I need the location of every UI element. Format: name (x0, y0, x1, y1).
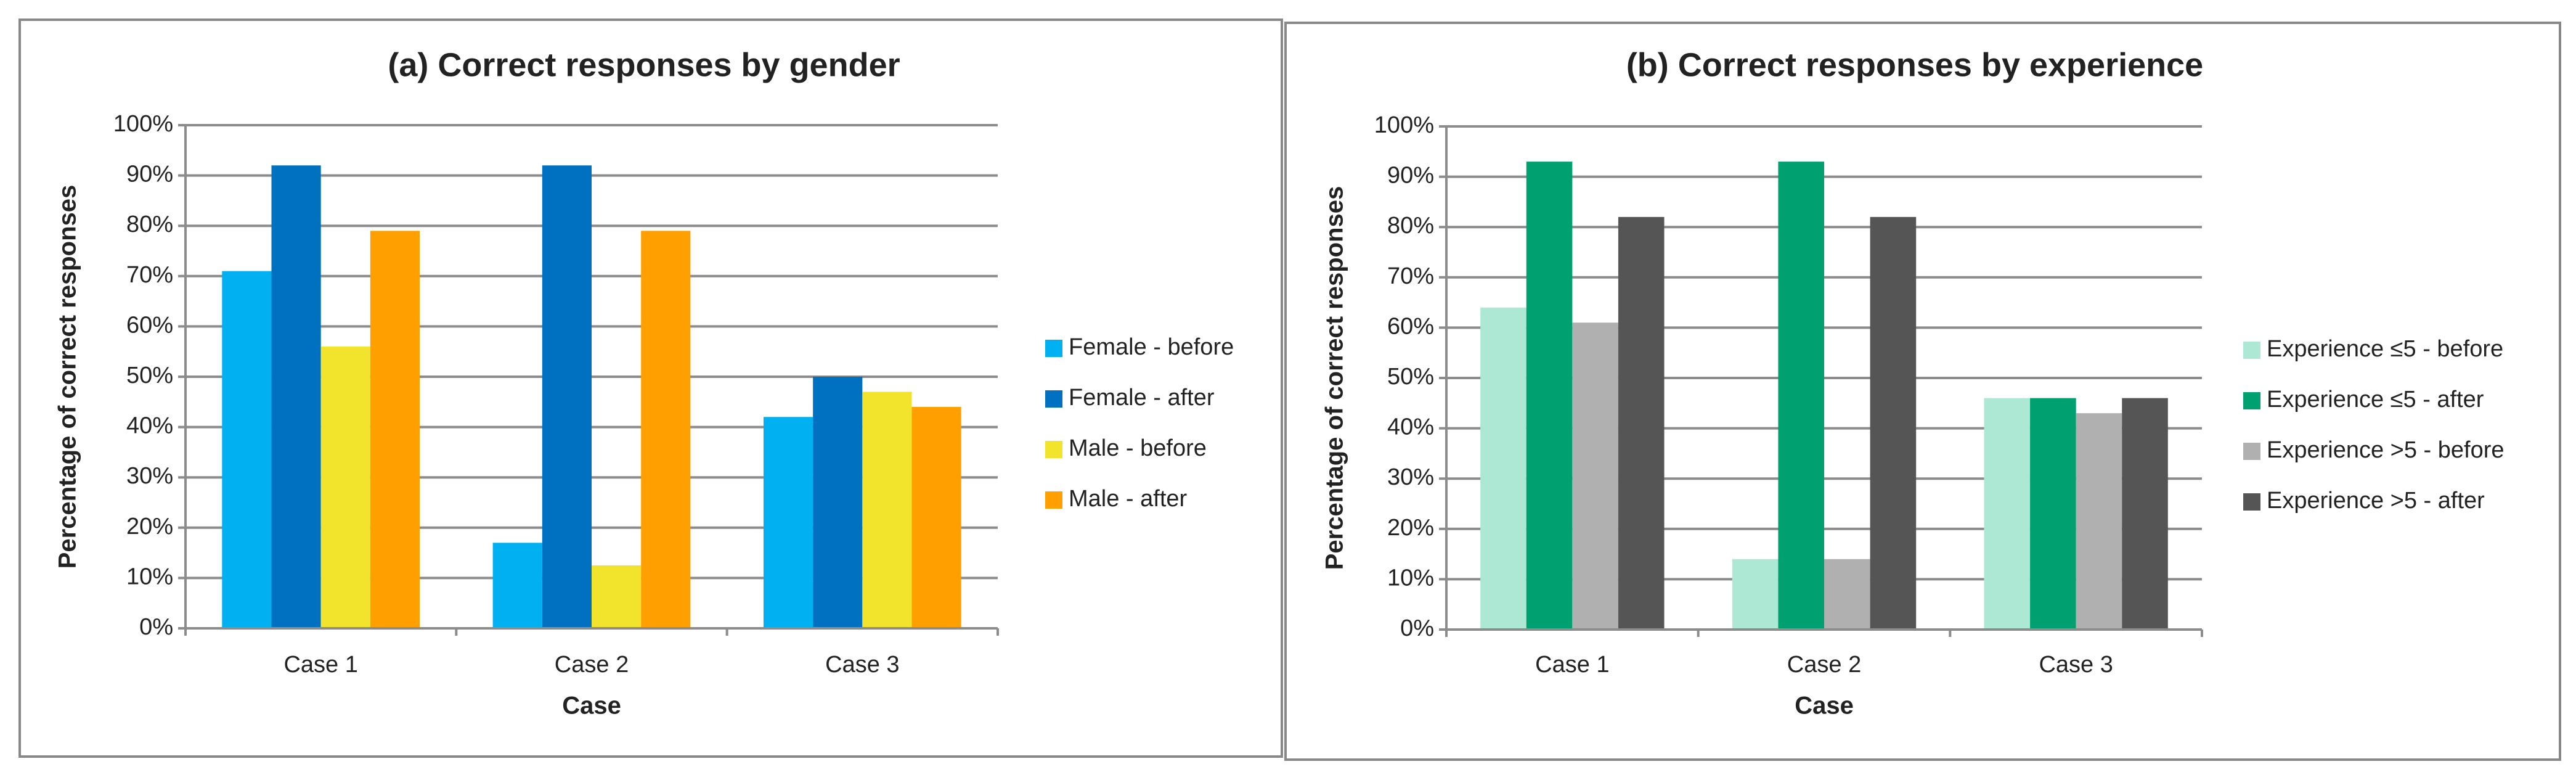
y-tick-label: 30% (126, 463, 173, 489)
y-tick-label: 70% (1387, 263, 1434, 289)
bar (1480, 307, 1526, 630)
y-axis-title: Percentage of correct responses (1321, 186, 1348, 570)
y-tick-label: 100% (1374, 112, 1434, 138)
legend-label: Experience >5 - before (2267, 437, 2505, 463)
bar (542, 165, 592, 628)
bar (763, 417, 813, 628)
bar (1618, 216, 1665, 630)
legend-label: Experience ≤5 - before (2267, 336, 2503, 362)
x-tick-label: Case 3 (2039, 652, 2113, 678)
x-tick-label: Case 1 (283, 652, 357, 678)
panel-border (18, 18, 1283, 758)
bar (641, 231, 691, 628)
bar (1870, 216, 1917, 630)
y-tick-label: 90% (126, 162, 173, 187)
bar (2076, 413, 2122, 630)
y-tick-label: 10% (1387, 565, 1434, 591)
legend-swatch (1045, 390, 1062, 408)
y-tick-label: 80% (1387, 213, 1434, 239)
bar (1984, 398, 2031, 630)
y-tick-label: 60% (1387, 313, 1434, 339)
legend-label: Experience ≤5 - after (2267, 387, 2484, 413)
bar (813, 377, 863, 628)
bar (1572, 322, 1618, 630)
legend-swatch (1045, 340, 1062, 357)
bar (370, 231, 420, 628)
legend-swatch (1045, 491, 1062, 509)
chart-title: (a) Correct responses by gender (388, 46, 900, 83)
legend-label: Female - after (1069, 385, 1215, 411)
bar (911, 406, 961, 628)
legend-swatch (1045, 441, 1062, 458)
y-tick-label: 40% (126, 413, 173, 439)
bar (1824, 559, 1870, 630)
legend-swatch (2243, 342, 2260, 359)
bar (492, 543, 542, 628)
y-tick-label: 50% (1387, 364, 1434, 390)
bar (2122, 398, 2168, 630)
x-axis-title: Case (562, 692, 621, 720)
y-tick-label: 90% (1387, 163, 1434, 189)
bar (1526, 162, 1573, 630)
bar (592, 565, 642, 628)
bar (320, 347, 370, 628)
legend-swatch (2243, 443, 2260, 460)
panel-border (1284, 22, 2561, 761)
y-tick-label: 10% (126, 564, 173, 589)
y-tick-label: 70% (126, 262, 173, 288)
y-tick-label: 60% (126, 312, 173, 338)
legend-swatch (2243, 392, 2260, 409)
x-tick-label: Case 2 (1787, 652, 1861, 678)
x-axis-title: Case (1795, 692, 1854, 720)
legend-label: Male - after (1069, 486, 1188, 512)
bar (222, 271, 272, 628)
legend-swatch (2243, 493, 2260, 511)
y-axis-title: Percentage of correct responses (54, 185, 81, 569)
legend-label: Experience >5 - after (2267, 488, 2485, 514)
y-tick-label: 100% (113, 111, 173, 137)
y-tick-label: 80% (126, 211, 173, 237)
y-tick-label: 0% (139, 614, 173, 640)
bar (1778, 162, 1824, 630)
bar (862, 392, 912, 628)
bar (1732, 559, 1779, 630)
chart-title: (b) Correct responses by experience (1626, 46, 2203, 83)
x-tick-label: Case 1 (1535, 652, 1609, 678)
bar (271, 165, 321, 628)
y-tick-label: 0% (1400, 615, 1434, 641)
y-tick-label: 30% (1387, 464, 1434, 490)
y-tick-label: 50% (126, 363, 173, 388)
x-tick-label: Case 2 (555, 652, 629, 678)
bar (2030, 398, 2076, 630)
legend-label: Female - before (1069, 334, 1234, 360)
y-tick-label: 20% (126, 514, 173, 540)
y-tick-label: 20% (1387, 515, 1434, 541)
x-tick-label: Case 3 (825, 652, 899, 678)
legend-label: Male - before (1069, 435, 1207, 461)
y-tick-label: 40% (1387, 414, 1434, 440)
